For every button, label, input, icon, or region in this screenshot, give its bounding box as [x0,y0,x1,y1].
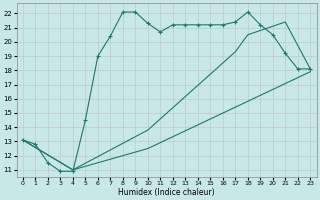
X-axis label: Humidex (Indice chaleur): Humidex (Indice chaleur) [118,188,215,197]
